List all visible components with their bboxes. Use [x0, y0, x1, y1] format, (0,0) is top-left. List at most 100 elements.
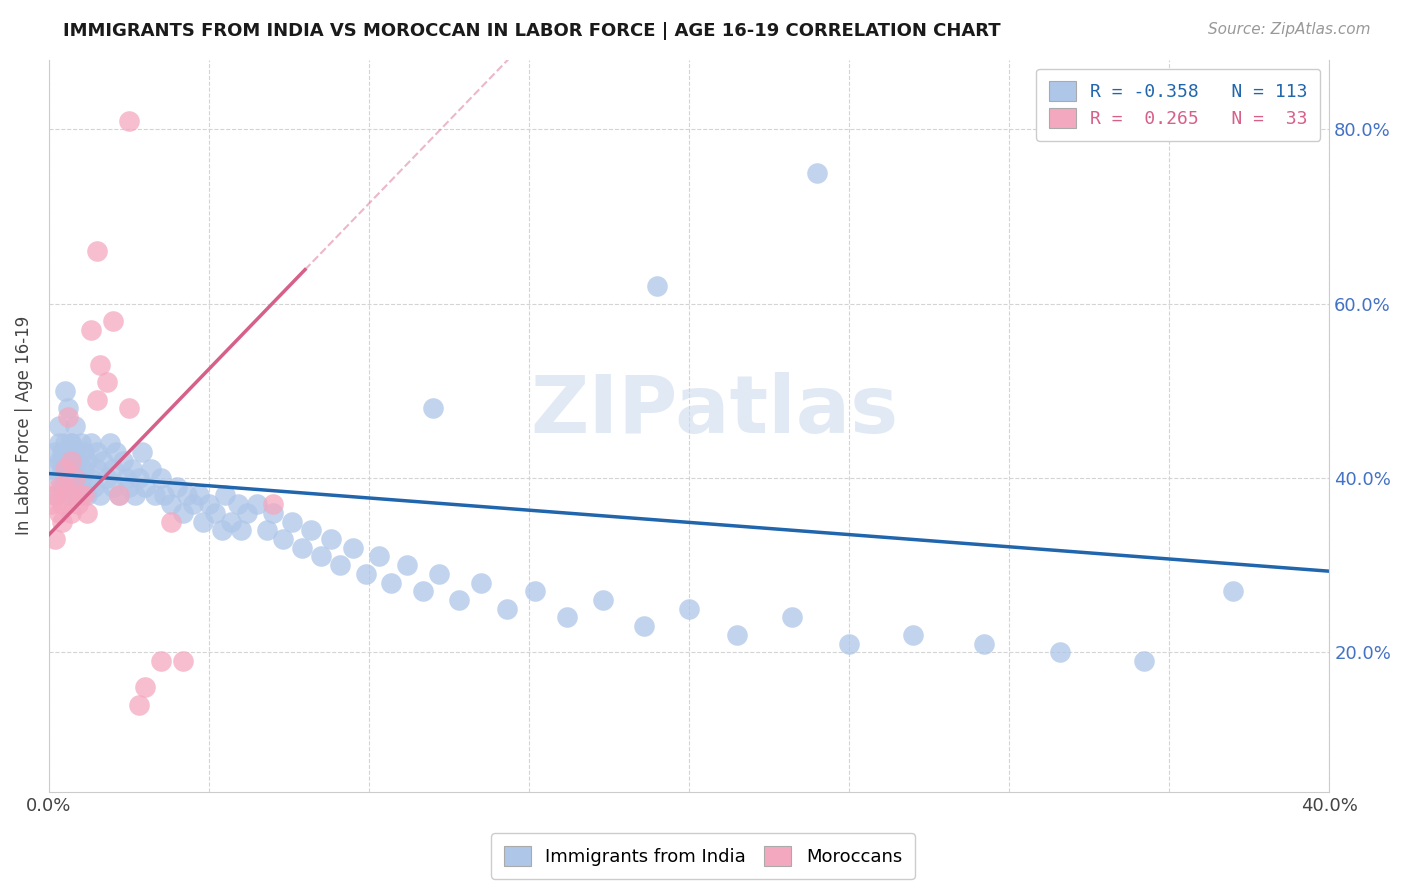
Point [86, 392, 108, 407]
Point [63, 462, 86, 476]
Point [524, 584, 547, 599]
Point [86, 244, 108, 259]
Point [73, 444, 96, 458]
Point [60, 506, 83, 520]
Point [141, 462, 163, 476]
Y-axis label: In Labor Force | Age 16-19: In Labor Force | Age 16-19 [15, 316, 32, 535]
Point [309, 549, 332, 564]
Point [973, 636, 995, 650]
Point [226, 497, 249, 511]
Point [51, 444, 73, 458]
Point [60, 436, 83, 450]
Point [51, 515, 73, 529]
Point [53, 453, 76, 467]
Point [44, 444, 66, 458]
Point [262, 506, 284, 520]
Point [166, 480, 188, 494]
Point [48, 453, 70, 467]
Point [329, 558, 352, 573]
Point [41, 497, 63, 511]
Point [118, 113, 141, 128]
Point [108, 488, 131, 502]
Point [901, 628, 924, 642]
Point [66, 471, 89, 485]
Point [1132, 654, 1154, 668]
Point [429, 566, 451, 581]
Point [66, 497, 89, 511]
Point [470, 575, 492, 590]
Point [150, 471, 173, 485]
Point [48, 480, 70, 494]
Point [633, 619, 655, 633]
Point [73, 488, 96, 502]
Point [838, 636, 860, 650]
Point [380, 575, 402, 590]
Point [198, 497, 221, 511]
Point [96, 375, 118, 389]
Text: IMMIGRANTS FROM INDIA VS MOROCCAN IN LABOR FORCE | AGE 16-19 CORRELATION CHART: IMMIGRANTS FROM INDIA VS MOROCCAN IN LAB… [63, 22, 1001, 40]
Point [354, 566, 377, 581]
Point [447, 593, 470, 607]
Point [56, 409, 79, 424]
Point [176, 488, 198, 502]
Point [291, 541, 314, 555]
Point [725, 628, 748, 642]
Point [41, 462, 63, 476]
Point [124, 488, 146, 502]
Point [128, 471, 150, 485]
Point [73, 462, 96, 476]
Point [66, 453, 89, 467]
Point [118, 480, 141, 494]
Point [51, 453, 73, 467]
Point [56, 488, 79, 502]
Point [60, 436, 83, 450]
Point [412, 584, 434, 599]
Point [79, 471, 101, 485]
Point [44, 488, 66, 502]
Point [191, 515, 214, 529]
Point [319, 532, 342, 546]
Point [53, 462, 76, 476]
Point [86, 444, 108, 458]
Point [89, 358, 111, 372]
Point [281, 515, 304, 529]
Point [63, 418, 86, 433]
Point [159, 497, 181, 511]
Point [128, 698, 150, 712]
Point [236, 506, 259, 520]
Point [159, 515, 181, 529]
Point [56, 480, 79, 494]
Point [70, 436, 93, 450]
Point [101, 314, 124, 328]
Point [246, 497, 269, 511]
Point [63, 471, 86, 485]
Point [557, 610, 579, 624]
Point [53, 471, 76, 485]
Legend: R = -0.358   N = 113, R =  0.265   N =  33: R = -0.358 N = 113, R = 0.265 N = 33 [1036, 69, 1320, 141]
Point [60, 453, 83, 467]
Point [66, 488, 89, 502]
Text: Source: ZipAtlas.com: Source: ZipAtlas.com [1208, 22, 1371, 37]
Point [44, 488, 66, 502]
Point [53, 384, 76, 398]
Point [172, 506, 194, 520]
Point [101, 480, 124, 494]
Point [422, 401, 444, 416]
Point [60, 471, 83, 485]
Point [51, 462, 73, 476]
Point [181, 497, 204, 511]
Point [153, 488, 176, 502]
Point [56, 444, 79, 458]
Point [96, 471, 118, 485]
Point [645, 279, 668, 293]
Point [204, 506, 226, 520]
Point [592, 593, 614, 607]
Point [105, 444, 128, 458]
Point [121, 462, 143, 476]
Legend: Immigrants from India, Moroccans: Immigrants from India, Moroccans [491, 833, 915, 879]
Point [108, 488, 131, 502]
Point [53, 480, 76, 494]
Point [134, 480, 156, 494]
Point [150, 654, 173, 668]
Point [134, 680, 156, 694]
